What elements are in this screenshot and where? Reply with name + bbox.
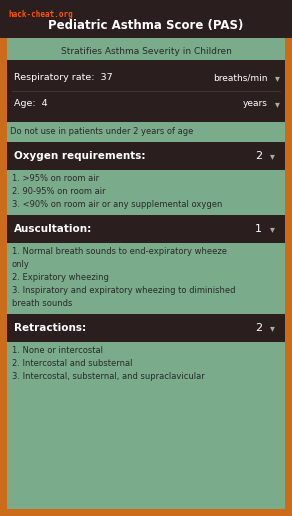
Text: 1: 1 xyxy=(255,224,262,234)
Text: Respiratory rate:  37: Respiratory rate: 37 xyxy=(14,73,113,83)
Text: 3. Inspiratory and expiratory wheezing to diminished: 3. Inspiratory and expiratory wheezing t… xyxy=(12,286,236,295)
Bar xyxy=(7,60,285,122)
Text: 3. <90% on room air or any supplemental oxygen: 3. <90% on room air or any supplemental … xyxy=(12,200,223,209)
Text: breaths/min: breaths/min xyxy=(213,73,268,83)
Text: ▾: ▾ xyxy=(270,151,275,161)
Text: Retractions:: Retractions: xyxy=(14,323,86,333)
Bar xyxy=(7,142,285,170)
Text: 2. Intercostal and substernal: 2. Intercostal and substernal xyxy=(12,359,133,368)
Text: Age:  4: Age: 4 xyxy=(14,100,48,108)
Bar xyxy=(0,0,292,38)
Text: ▾: ▾ xyxy=(275,99,280,109)
Text: Auscultation:: Auscultation: xyxy=(14,224,92,234)
Text: hack-cheat.org: hack-cheat.org xyxy=(8,10,73,19)
Text: 2. Expiratory wheezing: 2. Expiratory wheezing xyxy=(12,273,109,282)
Text: only: only xyxy=(12,260,30,269)
Text: 1. >95% on room air: 1. >95% on room air xyxy=(12,174,99,183)
Text: 2. 90-95% on room air: 2. 90-95% on room air xyxy=(12,187,106,196)
Text: 1. Normal breath sounds to end-expiratory wheeze: 1. Normal breath sounds to end-expirator… xyxy=(12,247,227,256)
Bar xyxy=(7,215,285,243)
Text: years: years xyxy=(243,100,268,108)
Text: Pediatric Asthma Score (PAS): Pediatric Asthma Score (PAS) xyxy=(48,20,244,33)
Text: Stratifies Asthma Severity in Children: Stratifies Asthma Severity in Children xyxy=(60,47,232,56)
Text: Do not use in patients under 2 years of age: Do not use in patients under 2 years of … xyxy=(10,127,193,137)
Text: 3. Intercostal, substernal, and supraclavicular: 3. Intercostal, substernal, and supracla… xyxy=(12,372,205,381)
Text: ▾: ▾ xyxy=(270,224,275,234)
Text: Oxygen requirements:: Oxygen requirements: xyxy=(14,151,145,161)
Text: 2: 2 xyxy=(255,151,262,161)
Text: 1. None or intercostal: 1. None or intercostal xyxy=(12,346,103,355)
Text: 2: 2 xyxy=(255,323,262,333)
Text: breath sounds: breath sounds xyxy=(12,299,72,308)
Text: ▾: ▾ xyxy=(270,323,275,333)
Text: ▾: ▾ xyxy=(275,73,280,83)
Bar xyxy=(7,314,285,342)
